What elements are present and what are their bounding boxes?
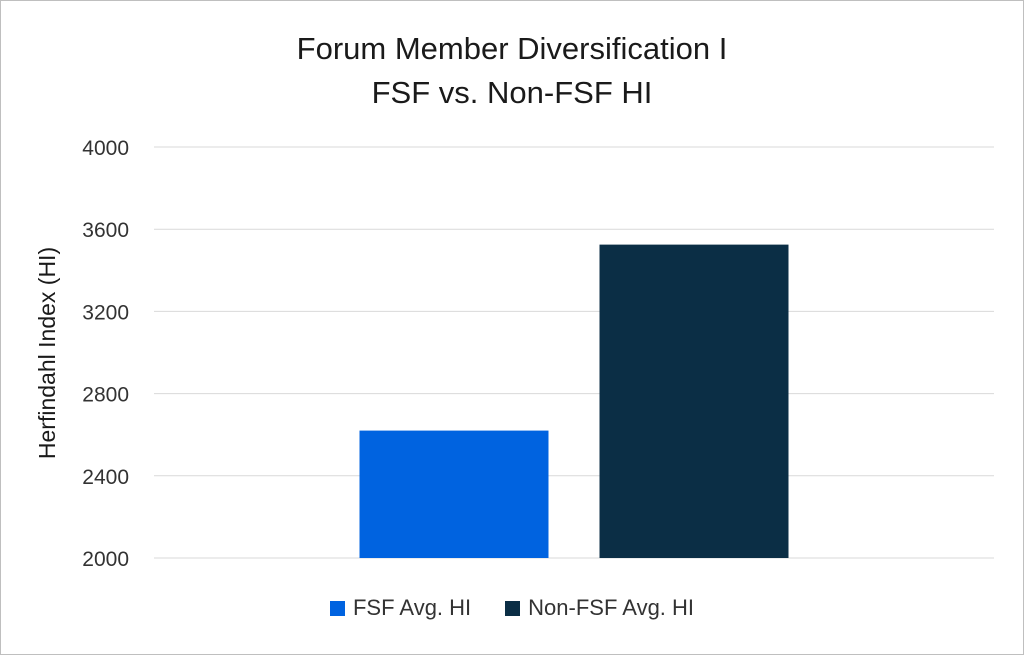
y-tick-label-4000: 4000 [82, 137, 129, 160]
legend-swatch-non-fsf [505, 600, 521, 616]
y-tick-label-3200: 3200 [82, 301, 129, 324]
legend-swatch-fsf [329, 600, 345, 616]
chart-legend: FSF Avg. HI Non-FSF Avg. HI [1, 595, 1023, 621]
legend-label-fsf: FSF Avg. HI [352, 595, 472, 620]
legend-item-fsf: FSF Avg. HI [329, 595, 472, 621]
y-tick-label-3600: 3600 [82, 219, 129, 242]
y-tick-label-2000: 2000 [82, 548, 129, 571]
y-tick-label-2400: 2400 [82, 466, 129, 489]
chart-title-line-2: FSF vs. Non-FSF HI [371, 75, 653, 110]
chart-title-line-1: Forum Member Diversification I [296, 31, 728, 66]
legend-label-non-fsf: Non-FSF Avg. HI [528, 595, 695, 620]
legend-item-non-fsf: Non-FSF Avg. HI [505, 595, 694, 621]
bar-non-fsf-avg-hi [599, 244, 789, 559]
y-tick-label-2800: 2800 [82, 384, 129, 407]
chart-title: Forum Member Diversification I FSF vs. N… [1, 27, 1023, 115]
y-axis-label: Herfindahl Index (HI) [34, 247, 60, 459]
bar-fsf-avg-hi [359, 430, 549, 558]
